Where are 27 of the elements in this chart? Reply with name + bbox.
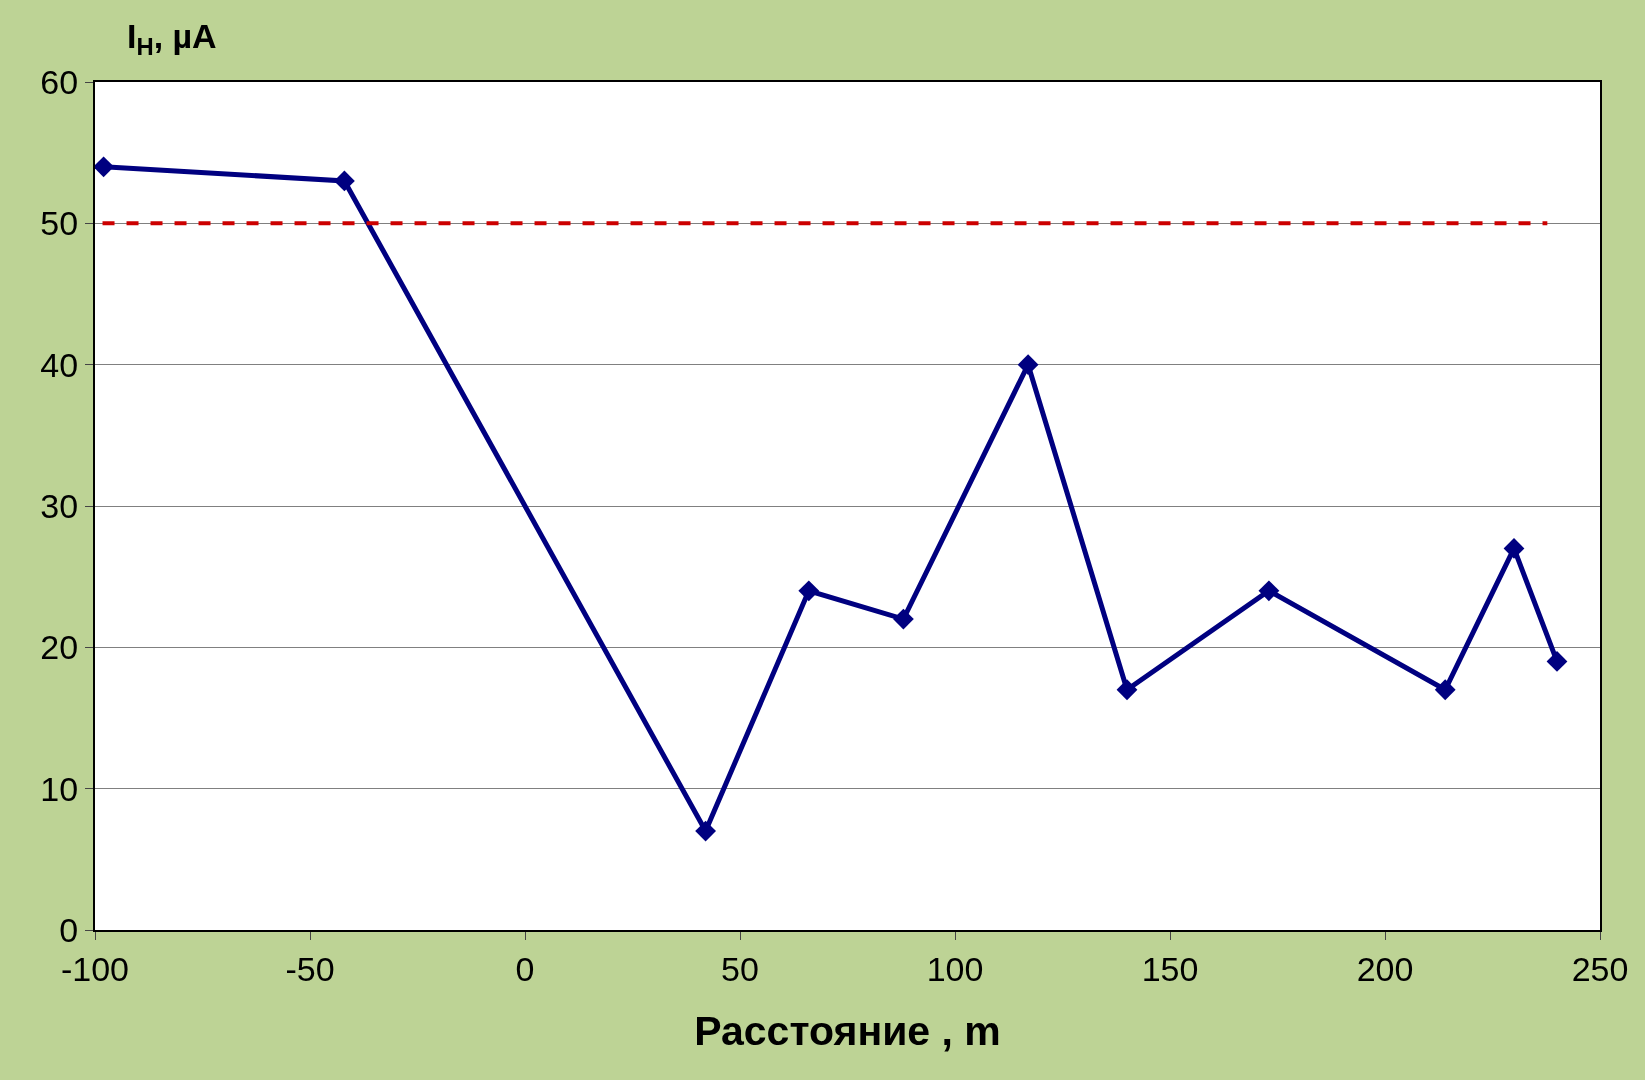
y-tick-label: 20 bbox=[40, 628, 79, 667]
point bbox=[798, 580, 820, 602]
y-tick-label: 30 bbox=[40, 486, 79, 525]
x-tick-label: 50 bbox=[721, 949, 759, 988]
x-tick-label: 0 bbox=[515, 949, 535, 988]
x-tick-label: 150 bbox=[1141, 949, 1199, 988]
x-tick-label: 250 bbox=[1571, 949, 1629, 988]
x-tick-label: -100 bbox=[60, 949, 130, 988]
point bbox=[1434, 679, 1456, 701]
y-axis-title: I$_{Н}$, µA bbox=[127, 17, 217, 61]
x-tick-label: 100 bbox=[926, 949, 984, 988]
y-tick-label: 0 bbox=[59, 910, 79, 949]
point bbox=[1017, 354, 1039, 376]
point bbox=[695, 820, 716, 842]
x-tick-label: 200 bbox=[1356, 949, 1414, 988]
y-tick-label: 10 bbox=[40, 769, 79, 808]
y-tick-label: 60 bbox=[40, 62, 79, 101]
point bbox=[1503, 538, 1525, 559]
point bbox=[1546, 651, 1568, 672]
point bbox=[1116, 679, 1138, 701]
x-tick-label: -50 bbox=[285, 949, 335, 988]
x-axis-title: Расстояние , m bbox=[694, 1008, 1001, 1055]
point bbox=[1258, 580, 1280, 602]
point bbox=[893, 608, 914, 630]
y-tick-label: 40 bbox=[40, 345, 79, 384]
point bbox=[334, 170, 355, 192]
y-tick-label: 50 bbox=[40, 204, 79, 243]
